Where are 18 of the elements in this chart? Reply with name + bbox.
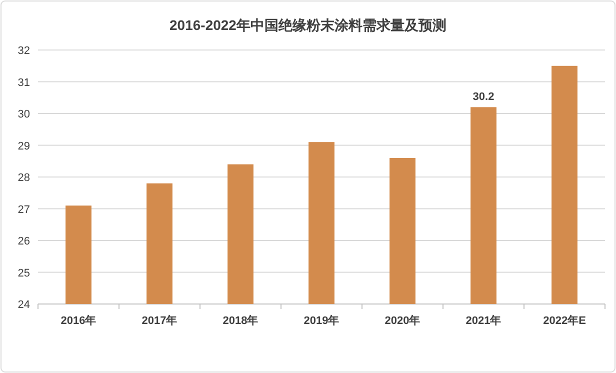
- x-tick-label: 2021年: [466, 314, 502, 327]
- x-tick-label: 2017年: [142, 314, 178, 327]
- y-tick-label: 28: [18, 172, 30, 184]
- chart-title: 2016-2022年中国绝缘粉末涂料需求量及预测: [170, 17, 446, 33]
- x-tick-label: 2022年E: [543, 314, 586, 327]
- x-tick-label: 2016年: [60, 314, 96, 327]
- y-tick-label: 30: [18, 108, 30, 120]
- y-tick-label: 32: [18, 45, 30, 57]
- y-tick-label: 29: [18, 140, 30, 152]
- y-tick-label: 31: [18, 76, 30, 89]
- data-label: 30.2: [472, 91, 494, 104]
- y-tick-label: 24: [18, 299, 30, 311]
- y-tick-label: 25: [18, 267, 30, 280]
- y-tick-label: 27: [18, 204, 30, 216]
- x-tick-label: 2019年: [304, 314, 340, 327]
- y-tick-label: 26: [18, 236, 30, 248]
- x-tick-label: 2018年: [222, 314, 258, 327]
- x-tick-label: 2020年: [384, 314, 420, 327]
